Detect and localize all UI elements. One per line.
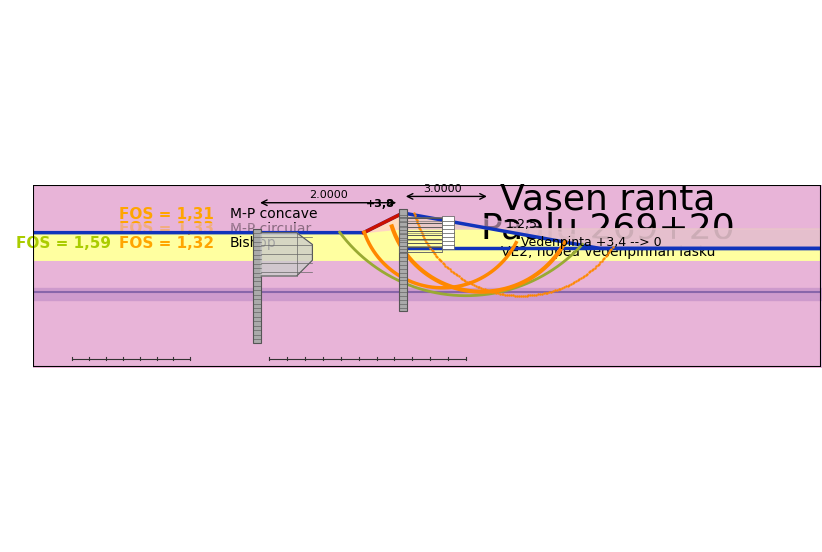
Bar <box>442 229 455 233</box>
Text: Paalu 269+20: Paalu 269+20 <box>481 212 735 246</box>
Text: 2.0000: 2.0000 <box>309 190 348 200</box>
Text: 1:2,5: 1:2,5 <box>506 218 538 231</box>
Text: 3.0000: 3.0000 <box>423 184 462 194</box>
Bar <box>253 229 261 343</box>
Text: FOS = 1,33: FOS = 1,33 <box>119 221 214 236</box>
Polygon shape <box>261 232 312 276</box>
Bar <box>399 217 442 252</box>
Polygon shape <box>363 213 820 248</box>
Bar <box>442 224 455 229</box>
Text: FOS = 1,59: FOS = 1,59 <box>16 236 112 251</box>
Bar <box>442 220 455 225</box>
Text: VE2, nopea vedenpinnan lasku: VE2, nopea vedenpinnan lasku <box>501 246 715 259</box>
Text: FOS = 1,32: FOS = 1,32 <box>119 236 214 251</box>
Text: FOS = 1,31: FOS = 1,31 <box>119 207 214 222</box>
Bar <box>442 236 455 241</box>
Bar <box>442 216 455 221</box>
Text: Vedenpinta +3,4 --> 0: Vedenpinta +3,4 --> 0 <box>521 236 662 248</box>
Text: M-P circular: M-P circular <box>229 222 311 236</box>
Bar <box>442 232 455 237</box>
Bar <box>33 185 820 367</box>
Bar <box>399 209 407 311</box>
Text: M-P concave: M-P concave <box>229 208 317 221</box>
Text: Vasen ranta: Vasen ranta <box>500 183 716 217</box>
Polygon shape <box>403 213 820 248</box>
Bar <box>442 245 455 249</box>
Bar <box>442 241 455 245</box>
Polygon shape <box>33 213 820 260</box>
Text: +3,8: +3,8 <box>367 199 395 209</box>
Text: Bishop: Bishop <box>229 236 276 251</box>
